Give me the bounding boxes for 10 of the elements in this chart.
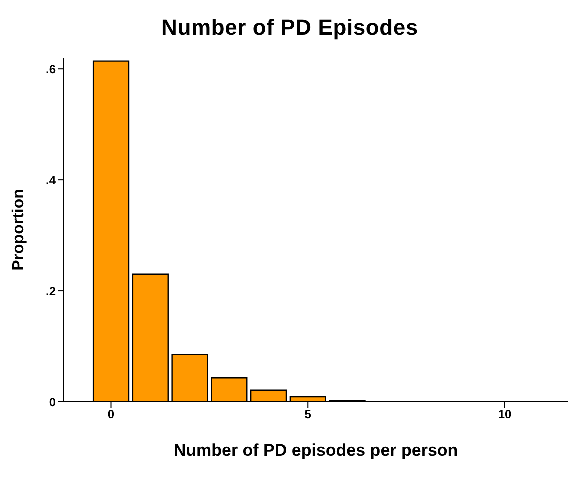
x-tick-label: 5 [304,408,312,422]
y-axis-title: Proportion [10,189,28,271]
x-axis-title: Number of PD episodes per person [174,441,458,460]
y-tick-label: .4 [46,173,56,188]
x-tick-label: 0 [108,408,115,422]
chart-title: Number of PD Episodes [160,14,420,42]
y-tick-label: 0 [49,395,56,410]
y-tick-label: .6 [46,62,56,76]
y-tick-label: .2 [46,284,56,298]
x-tick-label: 10 [498,408,512,422]
